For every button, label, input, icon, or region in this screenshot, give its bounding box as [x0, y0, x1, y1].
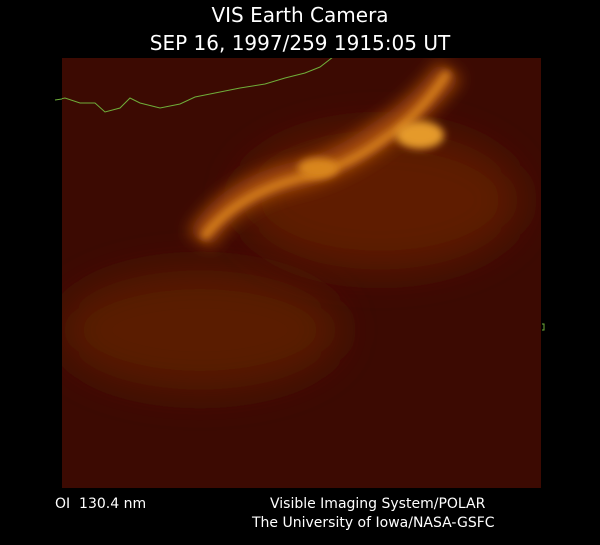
- coastline: [54, 98, 63, 101]
- diffuse-glow: [62, 270, 340, 390]
- coastline-fragment: [542, 323, 545, 331]
- timestamp: SEP 16, 1997/259 1915:05 UT: [150, 31, 451, 55]
- image-background: [62, 58, 541, 488]
- aurora-bright-spot: [298, 158, 338, 178]
- instrument: Visible Imaging System/POLAR: [270, 496, 486, 512]
- camera-image: [62, 58, 541, 488]
- coastline: [62, 58, 333, 113]
- institution: The University of Iowa/NASA-GSFC: [251, 515, 495, 531]
- wavelength: OI 130.4 nm: [55, 496, 146, 512]
- aurora-arc-core: [199, 69, 452, 241]
- title: VIS Earth Camera: [211, 3, 388, 27]
- aurora-bright-spot: [396, 121, 444, 149]
